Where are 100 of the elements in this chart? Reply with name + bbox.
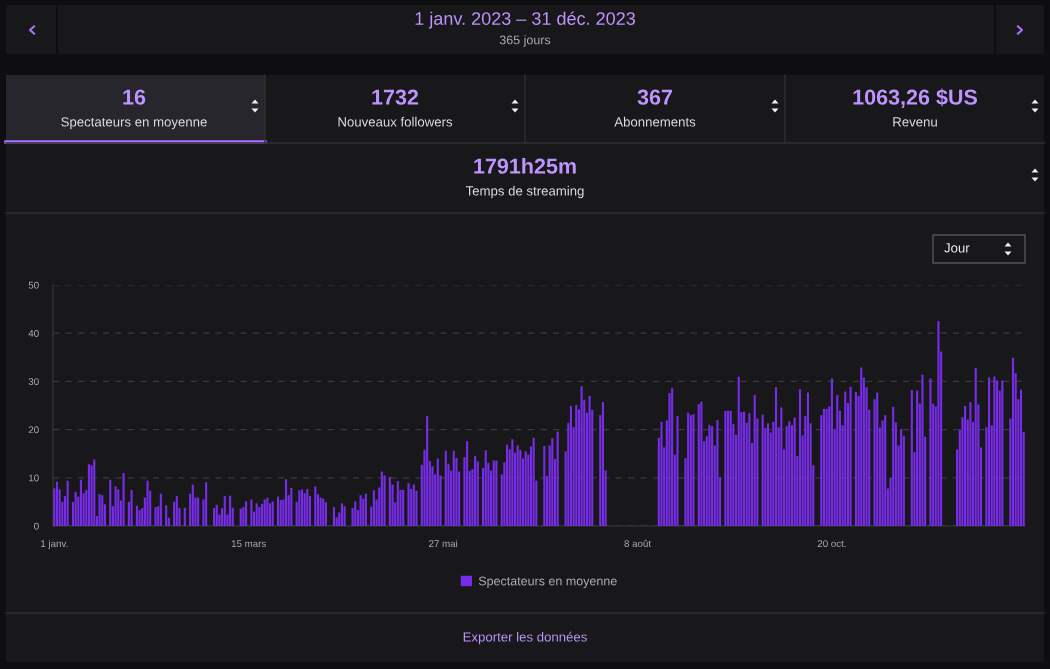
bar	[806, 392, 810, 526]
bar	[588, 395, 591, 526]
bar	[122, 472, 125, 526]
bar	[466, 441, 469, 526]
bar	[964, 405, 967, 526]
bar	[101, 495, 104, 526]
bar	[798, 389, 802, 526]
bar	[1011, 357, 1015, 526]
x-tick-label: 1 janv.	[41, 539, 68, 549]
bar	[692, 414, 695, 526]
text: 365 jours	[499, 35, 551, 47]
bar	[974, 367, 977, 526]
bar	[910, 390, 913, 526]
bar	[916, 390, 919, 526]
x-tick-label: 8 août	[624, 539, 651, 548]
bar	[354, 501, 357, 526]
bar	[359, 495, 362, 526]
bar	[474, 456, 477, 526]
bar	[343, 506, 346, 526]
bar	[319, 497, 322, 526]
bar	[266, 497, 269, 526]
x-tick-label: 15 mars	[231, 540, 266, 548]
bar	[716, 419, 719, 526]
text: 367	[637, 89, 673, 105]
bar	[314, 486, 317, 526]
y-tick-label: 50	[28, 281, 39, 289]
bar	[306, 488, 309, 526]
bar	[444, 450, 447, 526]
bar	[396, 481, 399, 526]
text: 1063,26 $US	[853, 88, 977, 108]
bar	[114, 486, 117, 526]
bar	[854, 392, 857, 526]
x-tick-label: 27 mai	[429, 539, 458, 548]
y-tick-label: 40	[28, 329, 39, 337]
bar	[849, 386, 852, 526]
y-tick-label: 30	[28, 378, 39, 386]
bar	[146, 480, 149, 526]
bar	[205, 482, 208, 526]
bar	[402, 489, 405, 526]
bar	[260, 503, 264, 526]
bar	[748, 413, 751, 526]
bar	[1001, 380, 1004, 526]
bar	[298, 490, 301, 526]
bar	[516, 445, 519, 526]
bar	[689, 415, 692, 526]
bar	[993, 376, 996, 526]
bar	[519, 449, 522, 526]
bar	[372, 490, 375, 526]
bar	[412, 484, 415, 526]
bar	[766, 423, 770, 526]
bar	[191, 484, 194, 526]
bar	[753, 394, 756, 526]
bar	[697, 404, 700, 526]
text: Exporter les données	[463, 631, 587, 645]
bar	[921, 374, 924, 526]
bar	[74, 491, 77, 526]
bar	[551, 438, 554, 526]
bar	[245, 501, 248, 526]
bar	[543, 445, 546, 526]
bar	[700, 401, 703, 526]
bar	[569, 405, 573, 526]
bar	[154, 507, 157, 526]
bar	[825, 408, 828, 526]
bar	[876, 392, 879, 526]
bar	[860, 367, 863, 526]
bar	[258, 507, 261, 526]
bar	[426, 416, 429, 526]
bar	[532, 437, 535, 526]
bar	[774, 387, 778, 526]
bar	[511, 439, 514, 526]
bar	[93, 459, 96, 526]
bar	[724, 410, 727, 526]
bar	[687, 412, 690, 526]
bar	[580, 386, 583, 526]
bar	[364, 493, 367, 526]
text: 1 janv. 2023 – 31 déc. 2023	[415, 11, 635, 29]
bar	[263, 499, 266, 526]
bar	[676, 416, 679, 526]
bar	[484, 450, 487, 526]
bar	[556, 431, 559, 526]
bar	[284, 479, 288, 526]
bar	[1019, 389, 1023, 526]
bar	[183, 507, 186, 526]
bar	[388, 476, 391, 526]
bar	[229, 495, 232, 526]
bar	[322, 498, 325, 526]
bar	[250, 499, 253, 526]
bar	[117, 489, 120, 526]
bar	[271, 501, 274, 526]
bar	[303, 493, 306, 526]
bar	[822, 408, 826, 526]
bar	[279, 499, 282, 526]
bar	[668, 392, 671, 526]
bar	[332, 507, 336, 526]
bar	[159, 493, 162, 526]
y-tick-label: 0	[34, 522, 39, 530]
bar	[737, 376, 740, 526]
bar	[239, 508, 242, 526]
bar	[300, 489, 304, 526]
bar	[601, 402, 604, 526]
